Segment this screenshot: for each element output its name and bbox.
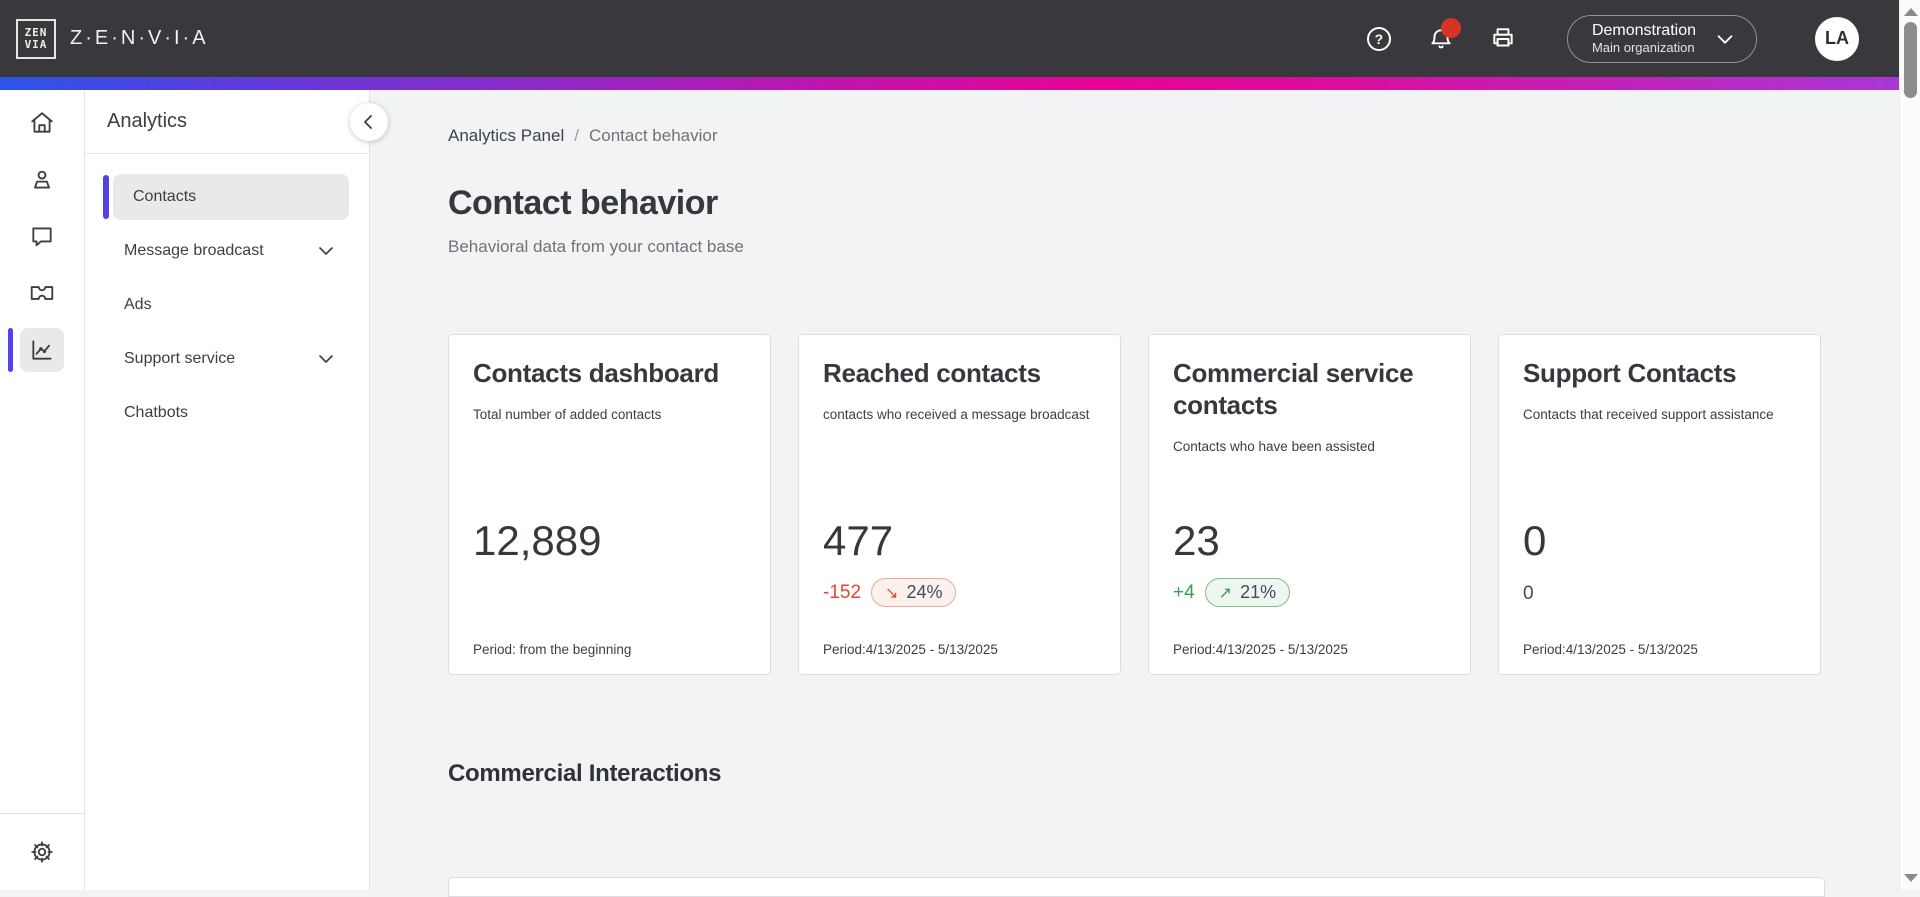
rail-item-sales[interactable] bbox=[20, 271, 64, 315]
card-title: Support Contacts bbox=[1523, 358, 1737, 388]
zenvia-logo-icon: ZEN VIA bbox=[16, 18, 56, 59]
sidebar-item-message-broadcast[interactable]: Message broadcast bbox=[113, 228, 349, 274]
card-period: Period:4/13/2025 - 5/13/2025 bbox=[1523, 642, 1698, 657]
scrollbar-thumb[interactable] bbox=[1904, 22, 1917, 98]
notifications-bell-icon[interactable] bbox=[1427, 17, 1461, 53]
home-icon bbox=[31, 112, 53, 133]
scrollbar-up-arrow-icon[interactable] bbox=[1904, 8, 1918, 16]
card-value: 23 bbox=[1173, 517, 1220, 564]
sidebar-nav: Contacts Message broadcast Ads Support s… bbox=[85, 174, 369, 436]
logo-line2: VIA bbox=[24, 37, 48, 51]
delta-value: +4 bbox=[1173, 581, 1195, 603]
card-contacts-dashboard: Contacts dashboard Total number of added… bbox=[448, 334, 771, 675]
rail-item-home[interactable] bbox=[20, 101, 64, 145]
trend-up-icon: ↗ bbox=[1218, 584, 1233, 602]
chevron-down-icon bbox=[319, 355, 333, 363]
brand-wordmark: Z·E·N·V·I·A bbox=[70, 27, 209, 49]
breadcrumb: Analytics Panel / Contact behavior bbox=[448, 126, 1899, 146]
card-support-contacts: Support Contacts Contacts that received … bbox=[1498, 334, 1821, 675]
topbar-actions: ? Demonstration Main organization L bbox=[1365, 14, 1859, 63]
settings-gear-icon bbox=[31, 841, 53, 863]
breadcrumb-analytics-panel[interactable]: Analytics Panel bbox=[448, 126, 565, 145]
breadcrumb-current: Contact behavior bbox=[588, 126, 718, 145]
card-delta-row: +4 ↗ 21% bbox=[1173, 578, 1291, 607]
sidebar-item-chatbots[interactable]: Chatbots bbox=[113, 390, 349, 436]
brand-gradient-bar bbox=[0, 77, 1899, 90]
page-subtitle: Behavioral data from your contact base bbox=[448, 237, 744, 256]
printer-icon[interactable] bbox=[1489, 25, 1517, 53]
sidebar-item-label: Message broadcast bbox=[124, 242, 264, 259]
rail-item-settings[interactable] bbox=[20, 830, 64, 874]
rail-item-contacts[interactable] bbox=[20, 158, 64, 202]
sidebar-collapse-button[interactable] bbox=[350, 103, 388, 141]
top-bar: ZEN VIA Z·E·N·V·I·A ? Demonstration bbox=[0, 0, 1899, 77]
card-description: Total number of added contacts bbox=[473, 407, 662, 422]
badge-percent: 21% bbox=[1240, 582, 1277, 602]
organization-type: Main organization bbox=[1591, 40, 1695, 55]
user-avatar[interactable]: LA bbox=[1815, 16, 1859, 61]
card-delta-row: -152 ↘ 24% bbox=[823, 578, 957, 607]
chevron-down-icon bbox=[319, 247, 333, 255]
delta-value: -152 bbox=[823, 581, 862, 603]
chevron-left-icon bbox=[364, 115, 372, 129]
sidebar-divider bbox=[85, 153, 369, 154]
card-value: 477 bbox=[823, 517, 894, 564]
card-reached-contacts: Reached contacts contacts who received a… bbox=[798, 334, 1121, 675]
notification-dot bbox=[1440, 17, 1461, 38]
card-description: Contacts who have been assisted bbox=[1173, 439, 1375, 454]
ticket-icon bbox=[30, 286, 54, 300]
analytics-icon bbox=[32, 340, 52, 360]
card-secondary-value: 0 bbox=[1523, 583, 1534, 604]
trend-down-icon: ↘ bbox=[885, 584, 899, 602]
sidebar-item-label: Contacts bbox=[133, 188, 197, 205]
active-rail-indicator bbox=[8, 328, 13, 372]
main-content: Analytics Panel / Contact behavior Conta… bbox=[370, 90, 1899, 897]
page-scrollbar[interactable] bbox=[1899, 0, 1920, 890]
rail-item-conversations[interactable] bbox=[20, 214, 64, 258]
contacts-icon bbox=[34, 170, 50, 189]
app-icon-rail bbox=[0, 90, 85, 890]
logo-line1: ZEN bbox=[24, 25, 48, 39]
sidebar-item-contacts[interactable]: Contacts bbox=[103, 174, 349, 220]
help-icon[interactable]: ? bbox=[1365, 25, 1393, 53]
organization-name: Demonstration bbox=[1591, 22, 1696, 39]
conversations-icon bbox=[32, 227, 52, 247]
card-title: Contacts dashboard bbox=[473, 358, 719, 388]
kpi-cards-row: Contacts dashboard Total number of added… bbox=[448, 334, 1821, 675]
sidebar-item-label: Support service bbox=[124, 350, 236, 367]
badge-percent: 24% bbox=[906, 582, 943, 602]
card-description: Contacts that received support assistanc… bbox=[1523, 407, 1774, 422]
sidebar-item-support-service[interactable]: Support service bbox=[113, 336, 349, 382]
card-commercial-service-contacts: Commercial service contacts Contacts who… bbox=[1148, 334, 1471, 675]
card-title: Reached contacts bbox=[823, 358, 1041, 388]
card-period: Period:4/13/2025 - 5/13/2025 bbox=[823, 642, 998, 657]
page-title: Contact behavior bbox=[448, 184, 718, 222]
card-title: Commercial service contacts bbox=[1173, 358, 1414, 420]
card-period: Period:4/13/2025 - 5/13/2025 bbox=[1173, 642, 1348, 657]
card-value: 12,889 bbox=[473, 517, 602, 564]
chevron-down-icon bbox=[1717, 34, 1733, 44]
card-value: 0 bbox=[1523, 517, 1547, 564]
card-description: contacts who received a message broadcas… bbox=[823, 407, 1090, 422]
trend-badge: ↘ 24% bbox=[871, 578, 957, 607]
organization-switcher[interactable]: Demonstration Main organization bbox=[1566, 14, 1757, 63]
sidebar-title: Analytics bbox=[107, 110, 188, 132]
section-heading-commercial-interactions: Commercial Interactions bbox=[448, 760, 722, 787]
card-period: Period: from the beginning bbox=[473, 642, 632, 657]
sidebar-item-ads[interactable]: Ads bbox=[113, 282, 349, 328]
rail-divider bbox=[0, 813, 84, 814]
sidebar-item-label: Ads bbox=[124, 296, 152, 313]
sidebar-item-label: Chatbots bbox=[124, 404, 189, 421]
commercial-interactions-card bbox=[448, 877, 1825, 897]
analytics-sidebar: Analytics Contacts Message broadcast Ads… bbox=[85, 90, 370, 890]
rail-item-analytics[interactable] bbox=[20, 328, 64, 372]
trend-badge: ↗ 21% bbox=[1204, 578, 1291, 607]
scrollbar-down-arrow-icon[interactable] bbox=[1904, 874, 1918, 882]
breadcrumb-separator: / bbox=[574, 126, 579, 145]
